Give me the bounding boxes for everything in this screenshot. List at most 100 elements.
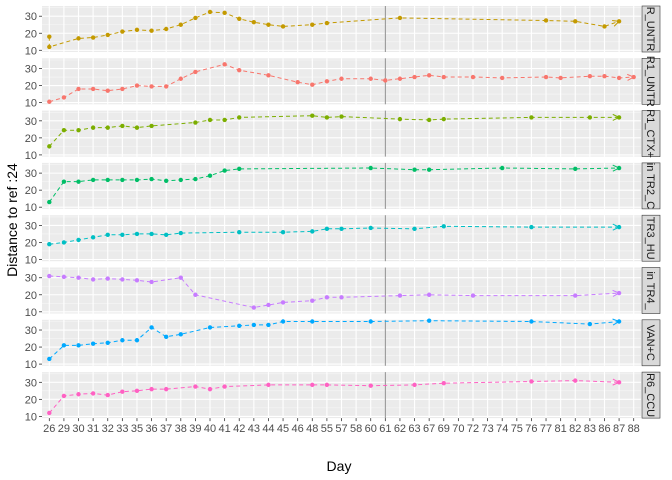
y-tick-label: 10	[25, 98, 37, 110]
data-point	[90, 177, 96, 183]
y-tick-label: 10	[25, 202, 37, 214]
data-point	[120, 177, 125, 183]
panel-1: 10 20 30 R_UNTR	[25, 5, 661, 57]
panel-4: 10 20 30 in TR2_C	[25, 162, 661, 214]
x-axis: 26 29 30 31 32 33 35 36 37 38 39 40 41 42 43 44 45 46 48 55…	[43, 418, 640, 435]
data-point	[397, 116, 403, 122]
data-point	[76, 343, 81, 348]
data-point	[426, 73, 432, 78]
data-point	[266, 302, 271, 308]
data-point	[105, 32, 110, 38]
x-tick-label: 83	[584, 423, 596, 435]
data-point	[324, 295, 330, 300]
data-point	[90, 125, 96, 130]
x-tick-label: 26	[43, 423, 55, 435]
data-point	[573, 19, 578, 24]
data-point	[47, 410, 52, 416]
data-point	[339, 114, 344, 119]
data-point	[573, 293, 578, 298]
data-point	[426, 167, 432, 172]
x-tick-label: 42	[233, 423, 245, 435]
x-tick-label: 74	[496, 423, 508, 435]
panel-5: 10 20 30 TR3_HU	[25, 214, 661, 266]
data-point	[339, 76, 344, 81]
data-point	[222, 117, 227, 123]
data-point	[193, 176, 198, 182]
facet-strip	[641, 5, 661, 53]
data-point	[76, 36, 81, 41]
data-point	[178, 332, 183, 337]
data-point	[207, 117, 213, 123]
data-point	[178, 76, 183, 81]
data-point	[120, 86, 125, 92]
data-point	[397, 76, 403, 81]
y-axis-title: Distance to ref :24	[4, 163, 20, 277]
y-tick-label: 20	[25, 81, 37, 93]
y-tick-label: 20	[25, 394, 37, 406]
x-tick-label: 62	[394, 423, 406, 435]
data-point	[178, 22, 183, 27]
data-point	[266, 73, 271, 78]
x-tick-label: 39	[189, 423, 201, 435]
data-point	[339, 295, 344, 300]
data-point	[61, 179, 67, 184]
data-point	[412, 167, 417, 172]
data-point	[134, 83, 140, 88]
data-point	[149, 28, 154, 33]
data-point	[529, 379, 534, 384]
data-point	[412, 74, 417, 80]
x-tick-label: 61	[379, 423, 391, 435]
data-point	[616, 224, 622, 230]
data-point	[105, 232, 110, 237]
data-point	[324, 382, 330, 388]
data-point	[120, 389, 125, 394]
series-line	[48, 167, 620, 203]
data-point	[573, 378, 578, 383]
data-point	[90, 391, 96, 396]
x-tick-label: 30	[72, 423, 84, 435]
data-point	[368, 383, 373, 388]
x-tick-label: 37	[160, 423, 172, 435]
data-point	[470, 293, 476, 298]
data-point	[134, 231, 140, 237]
x-tick-label: 55	[321, 423, 333, 435]
facet-strip-label: R6_CCU	[644, 373, 656, 417]
data-point	[149, 176, 154, 182]
data-point	[587, 115, 593, 120]
data-point	[222, 168, 227, 173]
data-point	[61, 393, 67, 399]
data-point	[412, 226, 417, 232]
data-point	[47, 199, 52, 205]
data-point	[426, 292, 432, 297]
data-point	[207, 325, 213, 330]
data-point	[193, 292, 198, 297]
y-tick-label: 30	[25, 64, 37, 76]
data-point	[193, 15, 198, 21]
data-point	[237, 68, 242, 73]
panel-2: 10 20 30 R1_UNTR	[25, 56, 661, 110]
facet-strip-label: VAN+C	[644, 325, 656, 361]
data-point	[266, 22, 271, 27]
data-point	[543, 74, 549, 80]
data-point	[310, 22, 315, 27]
data-point	[134, 177, 140, 183]
x-tick-label: 57	[335, 423, 347, 435]
facet-strip-label: R1_CTX+	[644, 109, 656, 158]
x-tick-label: 35	[131, 423, 143, 435]
data-point	[149, 386, 154, 392]
panel-3: 10 20 30 R1_CTX+	[25, 109, 661, 162]
data-point	[76, 179, 81, 184]
x-tick-label: 63	[408, 423, 420, 435]
data-point	[207, 386, 213, 392]
data-point	[280, 319, 286, 324]
data-point	[47, 241, 52, 247]
data-point	[47, 34, 52, 39]
y-tick-label: 20	[25, 290, 37, 302]
y-tick-label: 10	[25, 411, 37, 423]
data-point	[397, 15, 403, 21]
y-tick-label: 20	[25, 28, 37, 40]
x-tick-label: 67	[423, 423, 435, 435]
x-tick-label: 88	[628, 423, 640, 435]
data-point	[105, 276, 110, 281]
data-point	[207, 173, 213, 178]
